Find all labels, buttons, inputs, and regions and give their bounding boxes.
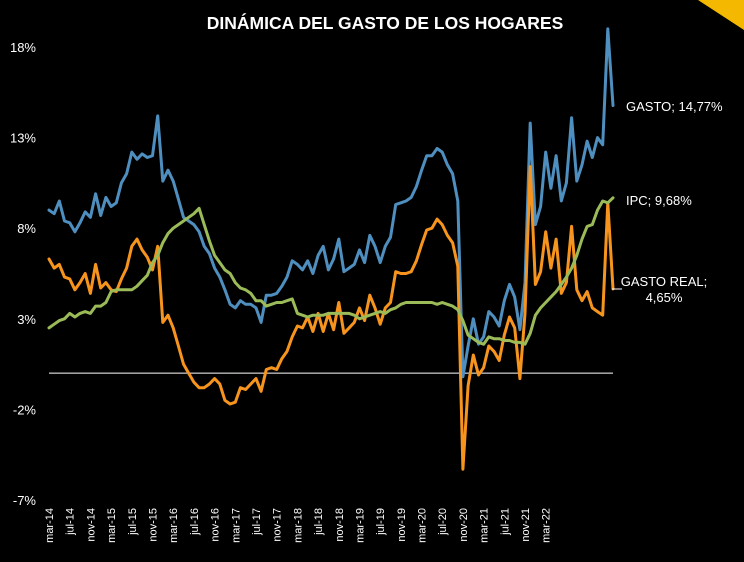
y-axis: 18% 13% 8% 3% -2% -7% [10,40,36,508]
x-tick-label: mar-16 [168,508,180,543]
x-tick-label: jul-17 [251,508,263,536]
corner-decoration [698,0,744,30]
x-tick-label: mar-20 [417,508,429,543]
x-tick-label: nov-18 [334,508,346,542]
x-tick-label: mar-17 [230,508,242,543]
y-tick-label: -2% [13,402,37,417]
x-tick-label: nov-16 [210,508,222,542]
series-line-gasto [47,27,615,379]
x-tick-label: jul-18 [313,508,325,536]
x-tick-label: jul-16 [189,508,201,536]
x-tick-label: nov-15 [147,508,159,542]
x-tick-label: jul-19 [375,508,387,536]
y-tick-label: -7% [13,493,37,508]
series-labels: GASTO; 14,77% IPC; 9,68% GASTO REAL; 4,65% [612,99,723,305]
x-tick-label: nov-20 [458,508,470,542]
series-line-gasto-real [47,165,615,471]
x-tick-label: mar-15 [106,508,118,543]
x-tick-label: jul-14 [65,508,77,536]
y-tick-label: 3% [17,312,36,327]
y-tick-label: 8% [17,221,36,236]
x-tick-label: mar-14 [44,508,56,543]
series-group [47,27,615,471]
x-tick-label: nov-19 [396,508,408,542]
series-label-gasto-real: GASTO REAL; 4,65% [621,274,707,305]
x-tick-label: jul-20 [437,508,449,536]
x-tick-label: jul-15 [127,508,139,536]
x-tick-label: mar-18 [292,508,304,543]
x-tick-label: mar-19 [354,508,366,543]
x-tick-label: mar-21 [479,508,491,543]
y-tick-label: 18% [10,40,36,55]
series-line-ipc [47,196,615,346]
x-tick-label: nov-21 [520,508,532,542]
x-axis: mar-14 jul-14 nov-14 mar-15 jul-15 nov-15 mar-… [44,508,553,543]
y-tick-label: 13% [10,131,36,146]
series-label-gasto: GASTO; 14,77% [626,99,723,114]
chart-title: DINÁMICA DEL GASTO DE LOS HOGARES [207,12,564,33]
x-tick-label: nov-14 [85,508,97,542]
x-tick-label: jul-21 [499,508,511,536]
x-tick-label: mar-22 [541,508,553,543]
x-tick-label: nov-17 [272,508,284,542]
series-label-ipc: IPC; 9,68% [626,193,692,208]
